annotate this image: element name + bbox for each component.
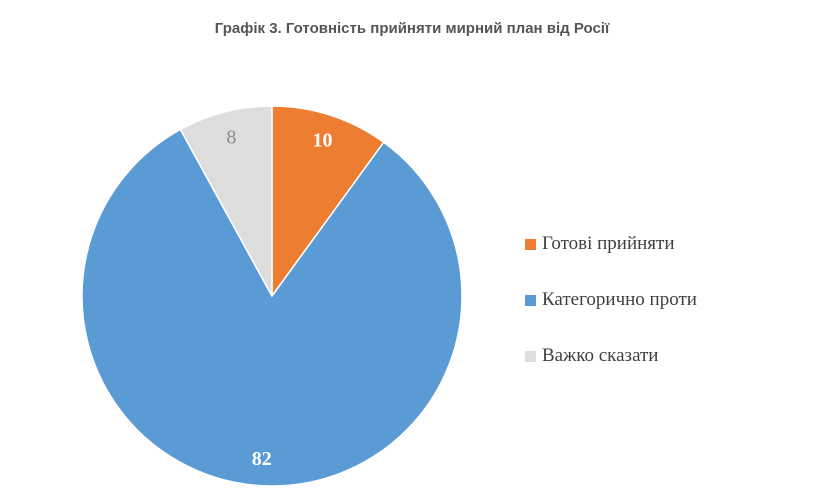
data-label-3: 8 bbox=[226, 127, 236, 149]
legend-item-3: Важко сказати bbox=[525, 344, 697, 368]
pie-slice-1 bbox=[271, 105, 385, 299]
pie-slice-3 bbox=[179, 105, 273, 297]
data-label-1: 10 bbox=[312, 130, 332, 152]
legend-label: Важко сказати bbox=[542, 345, 659, 366]
legend-swatch bbox=[525, 294, 536, 306]
legend-label: Готові прийняти bbox=[542, 233, 675, 254]
legend-swatch bbox=[525, 238, 536, 250]
legend-item-1: Готові прийняти bbox=[525, 232, 697, 256]
pie-slice-2 bbox=[81, 128, 463, 487]
legend-label: Категорично проти bbox=[542, 289, 697, 310]
data-label-2: 82 bbox=[252, 448, 272, 470]
chart-title: Графік 3. Готовність прийняти мирний пла… bbox=[214, 20, 610, 37]
legend: Готові прийняти Категорично проти Важко ск… bbox=[525, 232, 697, 400]
legend-swatch bbox=[525, 350, 536, 362]
legend-item-2: Категорично проти bbox=[525, 288, 697, 312]
